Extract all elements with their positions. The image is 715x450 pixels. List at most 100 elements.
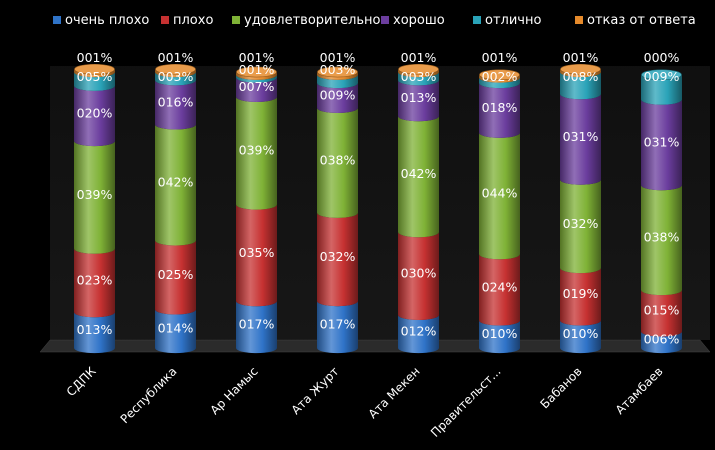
data-label-атамбаев-удовлетворительно: 038% bbox=[644, 230, 680, 245]
data-label-ар-намыс-очень-плохо: 017% bbox=[239, 317, 275, 332]
chart-floor bbox=[39, 66, 711, 353]
legend-label-отлично: отлично bbox=[485, 13, 541, 28]
data-label-сдпк-удовлетворительно: 039% bbox=[77, 187, 113, 202]
bar-segment-ата-мекен-плохо bbox=[398, 232, 439, 321]
bar-segment-сдпк-удовлетворительно bbox=[74, 141, 115, 254]
legend-label-очень-плохо: очень плохо bbox=[65, 13, 149, 28]
bar-segment-атамбаев-отлично bbox=[641, 74, 682, 105]
bar-segment-сдпк-хорошо bbox=[74, 85, 115, 147]
category-label-3: Ар Намыс bbox=[207, 364, 260, 417]
bar-segment-бабанов-хорошо bbox=[560, 94, 601, 185]
data-label-республика-удовлетворительно: 042% bbox=[158, 174, 194, 189]
bar-segment-правительст-отлично bbox=[478, 77, 520, 89]
bar-segment-сдпк-отказ-от-ответа bbox=[74, 69, 115, 78]
legend-swatch-отказ-от-ответа bbox=[575, 16, 583, 24]
bar-top-cap-ар-намыс bbox=[236, 66, 277, 78]
bar-segment-атамбаев-плохо bbox=[641, 290, 682, 337]
bar-segment-ата-журт-очень-плохо bbox=[317, 301, 358, 354]
data-label-сдпк-отлично: 005% bbox=[77, 69, 113, 84]
legend-label-удовлетворительно: удовлетворительно bbox=[244, 13, 381, 28]
data-label-ар-намыс-удовлетворительно: 039% bbox=[239, 143, 275, 158]
bar-top-cap-атамбаев bbox=[641, 69, 682, 81]
data-label-ата-мекен-отлично: 003% bbox=[401, 69, 437, 84]
bar-top-cap-правительст bbox=[479, 69, 520, 81]
data-label-сдпк-отказ-от-ответа: 001% bbox=[77, 50, 113, 65]
category-label-7: Бабанов bbox=[538, 364, 585, 411]
data-label-республика-хорошо: 016% bbox=[158, 94, 194, 109]
bar-segment-ата-журт-плохо bbox=[317, 212, 358, 307]
legend-swatch-плохо bbox=[161, 16, 169, 24]
data-label-ар-намыс-отлично: 001% bbox=[239, 62, 275, 77]
bar-segment-ата-мекен-очень-плохо bbox=[398, 314, 439, 354]
bar-segment-ата-мекен-удовлетворительно bbox=[398, 116, 439, 238]
legend: очень плохо плохо удовлетворительно хорошо о… bbox=[53, 13, 696, 28]
bar-top-cap-ата-мекен bbox=[398, 63, 439, 75]
data-label-бабанов-отлично: 008% bbox=[563, 69, 599, 84]
bars bbox=[74, 63, 682, 354]
data-label-ата-мекен-отказ-от-ответа: 001% bbox=[401, 50, 437, 65]
bar-segment-правительст-хорошо bbox=[478, 83, 520, 138]
bar-segment-атамбаев-удовлетворительно bbox=[641, 185, 682, 296]
data-label-правительст-очень-плохо: 010% bbox=[482, 326, 518, 341]
data-label-правительст-отлично: 002% bbox=[482, 69, 518, 84]
bar-top-cap-сдпк bbox=[74, 63, 115, 75]
data-label-атамбаев-отказ-от-ответа: 000% bbox=[644, 50, 680, 65]
data-label-ата-журт-очень-плохо: 017% bbox=[320, 317, 356, 332]
data-label-атамбаев-плохо: 015% bbox=[644, 303, 680, 318]
data-label-республика-отлично: 003% bbox=[158, 69, 194, 84]
data-label-ата-журт-удовлетворительно: 038% bbox=[320, 152, 356, 167]
bar-segment-ар-намыс-хорошо bbox=[236, 77, 277, 102]
data-label-правительст-плохо: 024% bbox=[482, 279, 518, 294]
data-label-ата-журт-отказ-от-ответа: 001% bbox=[320, 50, 356, 65]
bar-segment-республика-хорошо bbox=[155, 80, 196, 130]
bar-segment-ар-намыс-очень-плохо bbox=[236, 301, 277, 354]
category-label-2: Республика bbox=[118, 364, 180, 426]
legend-swatch-хорошо bbox=[381, 16, 389, 24]
data-label-республика-плохо: 025% bbox=[158, 267, 194, 282]
chart-floor-plane bbox=[39, 339, 711, 353]
data-label-бабанов-удовлетворительно: 032% bbox=[563, 216, 599, 231]
legend-label-отказ-от-ответа: отказ от ответа bbox=[587, 13, 696, 28]
data-label-атамбаев-хорошо: 031% bbox=[644, 134, 680, 149]
bar-segment-ар-намыс-плохо bbox=[236, 204, 277, 307]
bar-top-cap-бабанов bbox=[560, 63, 601, 75]
bar-segment-ата-мекен-отлично bbox=[398, 72, 439, 86]
bar-segment-ата-журт-отказ-от-ответа bbox=[317, 72, 358, 80]
bar-segment-бабанов-отлично bbox=[560, 72, 601, 100]
data-label-ата-журт-отлично: 003% bbox=[320, 62, 356, 77]
data-label-бабанов-плохо: 019% bbox=[563, 286, 599, 301]
legend-swatch-очень-плохо bbox=[53, 16, 61, 24]
bar-top-cap-республика bbox=[155, 63, 196, 75]
bar-segment-республика-плохо bbox=[155, 240, 196, 315]
bar-segment-ар-намыс-отлично bbox=[236, 74, 277, 83]
data-label-бабанов-хорошо: 031% bbox=[563, 129, 599, 144]
bar-segment-ата-мекен-хорошо bbox=[398, 80, 439, 122]
data-label-сдпк-очень-плохо: 013% bbox=[77, 322, 113, 337]
data-label-ар-намыс-отказ-от-ответа: 001% bbox=[239, 50, 275, 65]
category-labels: СДПК Республика Ар Намыс Ата Журт Ата Мекен П… bbox=[64, 364, 666, 440]
category-label-4: Ата Журт bbox=[289, 364, 342, 417]
bar-segment-ата-журт-отлично bbox=[317, 74, 358, 89]
bar-segment-правительст-отказ-от-ответа bbox=[478, 74, 520, 83]
data-label-бабанов-очень-плохо: 010% bbox=[563, 326, 599, 341]
bar-segment-сдпк-плохо bbox=[74, 248, 115, 318]
legend-label-плохо: плохо bbox=[173, 13, 213, 28]
data-label-ар-намыс-хорошо: 007% bbox=[239, 79, 275, 94]
data-label-ата-мекен-очень-плохо: 012% bbox=[401, 323, 437, 338]
chart-back-wall bbox=[50, 66, 710, 340]
data-label-республика-очень-плохо: 014% bbox=[158, 321, 194, 336]
data-labels: 013% 023% 039% 020% 005% 001% 014% 025% 042% 016%… bbox=[77, 50, 680, 347]
bar-segment-правительст-удовлетворительно bbox=[478, 132, 520, 260]
bar-segment-республика-удовлетворительно bbox=[155, 124, 196, 246]
bar-segment-сдпк-очень-плохо bbox=[74, 312, 115, 354]
bar-segment-ар-намыс-отказ-от-ответа bbox=[236, 72, 277, 80]
data-label-ата-журт-хорошо: 009% bbox=[320, 87, 356, 102]
bar-segment-бабанов-отказ-от-ответа bbox=[560, 69, 601, 78]
bar-segment-ар-намыс-удовлетворительно bbox=[236, 96, 277, 210]
legend-label-хорошо: хорошо bbox=[393, 13, 445, 28]
bar-segment-ата-мекен-отказ-от-ответа bbox=[398, 69, 439, 78]
data-label-атамбаев-отлично: 009% bbox=[644, 69, 680, 84]
data-label-атамбаев-очень-плохо: 006% bbox=[644, 332, 680, 347]
data-label-правительст-удовлетворительно: 044% bbox=[482, 185, 518, 200]
